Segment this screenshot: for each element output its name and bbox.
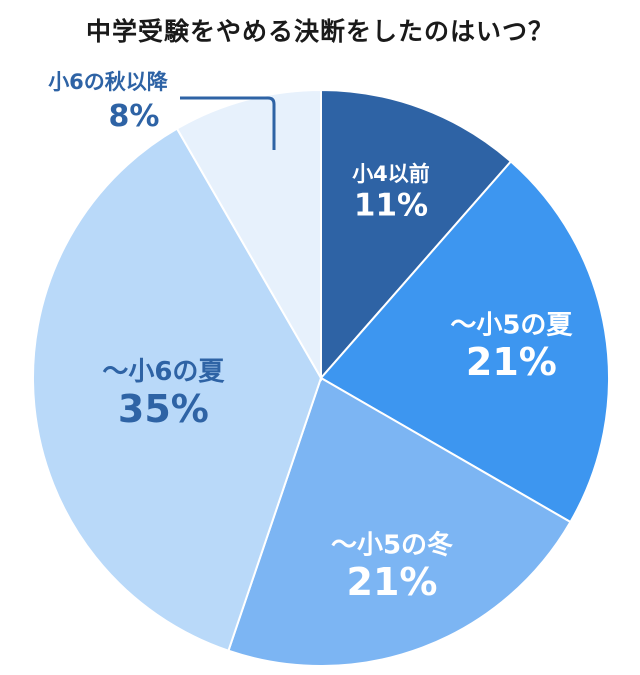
pie-slice-4 bbox=[32, 127, 323, 652]
slice-value-3: 21% bbox=[347, 560, 438, 604]
pie-slice-2 bbox=[319, 160, 610, 524]
slice-label-4: 〜小6の夏 bbox=[102, 357, 225, 387]
slice-label-2: 〜小5の夏 bbox=[450, 310, 573, 340]
slice-label-5: 小6の秋以降 bbox=[48, 70, 169, 94]
slice-value-5: 8% bbox=[109, 99, 160, 134]
slice-label-1: 小4以前 bbox=[352, 162, 430, 186]
slice-label-3: 〜小5の冬 bbox=[331, 530, 453, 560]
pie-slice-1 bbox=[320, 88, 513, 381]
slice-value-4: 35% bbox=[118, 387, 209, 431]
chart-title: 中学受験をやめる決断をしたのはいつ？ bbox=[85, 17, 554, 46]
pie-slice-3 bbox=[227, 376, 572, 667]
pie-slice-5 bbox=[175, 88, 322, 382]
callout-line bbox=[180, 96, 276, 150]
slice-value-2: 21% bbox=[466, 340, 557, 384]
slice-value-1: 11% bbox=[354, 187, 428, 223]
